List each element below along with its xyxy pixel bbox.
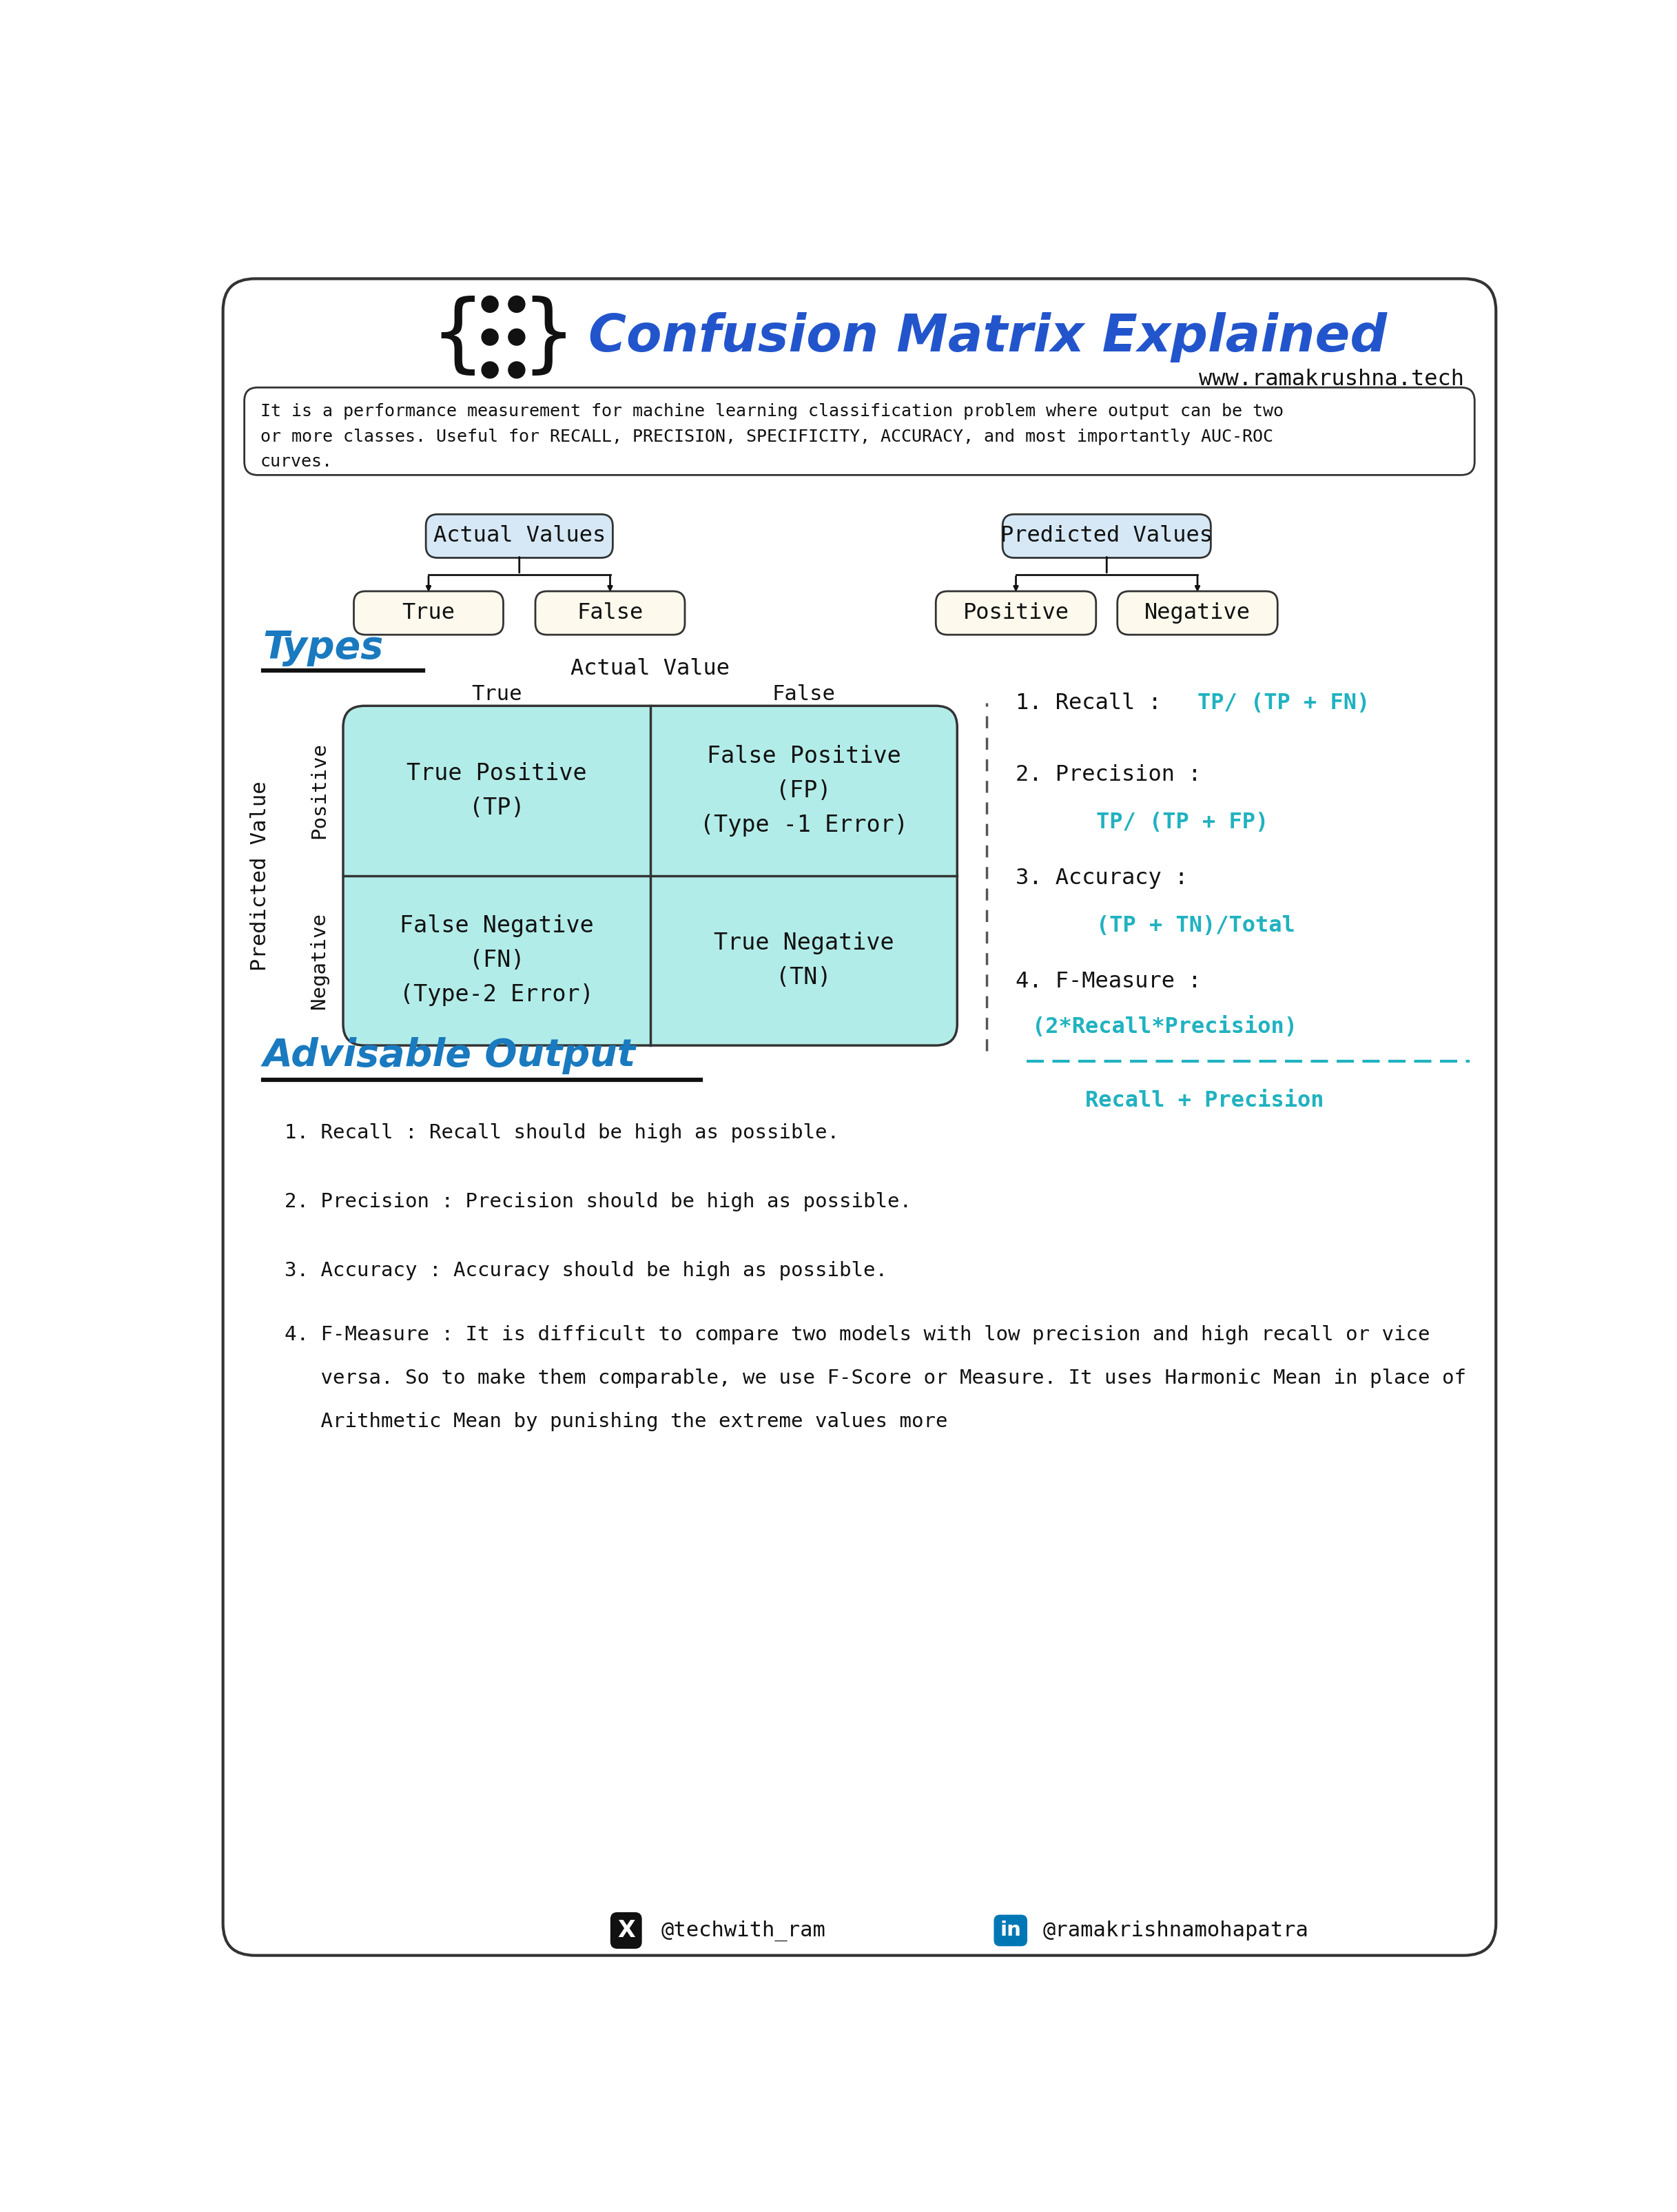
Circle shape [481,330,498,345]
Text: (2*Recall*Precision): (2*Recall*Precision) [1031,1015,1298,1037]
Text: Positive: Positive [963,602,1068,624]
Circle shape [508,296,525,312]
Text: 4. F-Measure :: 4. F-Measure : [1016,971,1202,993]
Text: curves.: curves. [260,453,332,469]
Text: Confusion Matrix Explained: Confusion Matrix Explained [589,312,1387,363]
Text: Predicted Values: Predicted Values [1001,526,1212,546]
FancyBboxPatch shape [344,706,958,1046]
FancyBboxPatch shape [426,515,612,557]
Circle shape [508,330,525,345]
FancyBboxPatch shape [223,279,1496,1955]
Text: Predicted Value: Predicted Value [250,781,270,971]
FancyBboxPatch shape [1117,591,1278,635]
Circle shape [481,296,498,312]
Text: Negative: Negative [1144,602,1251,624]
Text: Actual Value: Actual Value [570,657,729,679]
Text: Arithmetic Mean by punishing the extreme values more: Arithmetic Mean by punishing the extreme… [285,1411,948,1431]
Text: False Positive
(FP)
(Type -1 Error): False Positive (FP) (Type -1 Error) [699,745,907,836]
Text: TP/ (TP + FN): TP/ (TP + FN) [1197,692,1370,714]
Text: 1. Recall :: 1. Recall : [1016,692,1176,714]
Text: @techwith_ram: @techwith_ram [661,1920,825,1940]
Text: 3. Accuracy :: 3. Accuracy : [1016,867,1189,889]
Circle shape [508,363,525,378]
Text: @ramakrishnamohapatra: @ramakrishnamohapatra [1043,1920,1308,1940]
Text: (TP + TN)/Total: (TP + TN)/Total [1097,916,1295,936]
FancyBboxPatch shape [936,591,1097,635]
Text: 2. Precision : Precision should be high as possible.: 2. Precision : Precision should be high … [285,1192,911,1212]
Text: False: False [577,602,644,624]
Text: Positive: Positive [310,743,329,838]
Text: True: True [471,684,522,703]
Text: True: True [402,602,454,624]
Circle shape [481,363,498,378]
Text: Recall + Precision: Recall + Precision [1085,1091,1325,1113]
Text: TP/ (TP + FP): TP/ (TP + FP) [1097,812,1268,834]
Text: Negative: Negative [310,911,329,1009]
Text: 1. Recall : Recall should be high as possible.: 1. Recall : Recall should be high as pos… [285,1124,838,1144]
Text: X: X [617,1920,636,1942]
Text: 3. Accuracy : Accuracy should be high as possible.: 3. Accuracy : Accuracy should be high as… [285,1261,887,1281]
FancyBboxPatch shape [535,591,684,635]
Text: Actual Values: Actual Values [433,526,605,546]
Text: 2. Precision :: 2. Precision : [1016,763,1202,785]
Text: True Negative
(TN): True Negative (TN) [713,931,894,989]
Text: in: in [999,1920,1021,1940]
Text: True Positive
(TP): True Positive (TP) [406,763,587,818]
Text: It is a performance measurement for machine learning classification problem wher: It is a performance measurement for mach… [260,403,1283,420]
Text: }: } [522,296,577,378]
Text: False Negative
(FN)
(Type-2 Error): False Negative (FN) (Type-2 Error) [399,916,594,1006]
Text: Types: Types [263,628,384,666]
FancyBboxPatch shape [245,387,1474,476]
Text: versa. So to make them comparable, we use F-Score or Measure. It uses Harmonic M: versa. So to make them comparable, we us… [285,1369,1466,1387]
Text: or more classes. Useful for RECALL, PRECISION, SPECIFICITY, ACCURACY, and most i: or more classes. Useful for RECALL, PREC… [260,429,1273,445]
FancyBboxPatch shape [354,591,503,635]
Text: {: { [431,296,485,378]
Text: 4. F-Measure : It is difficult to compare two models with low precision and high: 4. F-Measure : It is difficult to compar… [285,1325,1430,1345]
Text: www.ramakrushna.tech: www.ramakrushna.tech [1199,369,1464,389]
Text: Advisable Output: Advisable Output [263,1037,636,1075]
Text: False: False [771,684,835,703]
FancyBboxPatch shape [1003,515,1211,557]
